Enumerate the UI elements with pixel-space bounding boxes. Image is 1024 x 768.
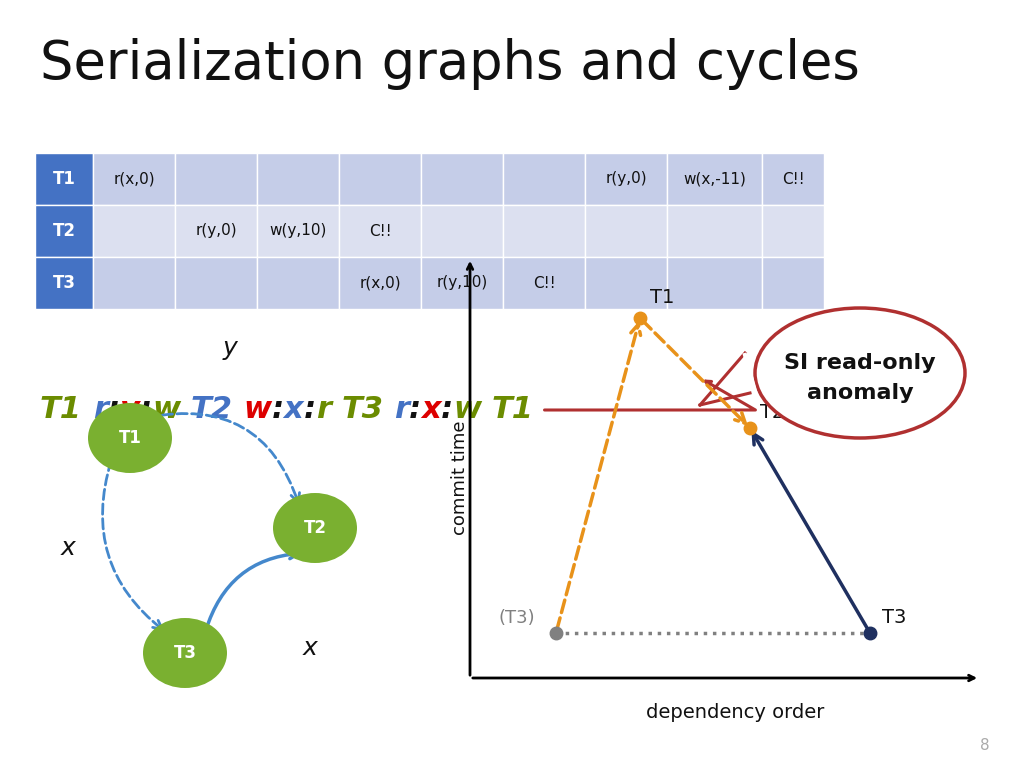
Bar bbox=[35, 205, 93, 257]
Text: w(y,10): w(y,10) bbox=[269, 223, 327, 239]
Text: T3: T3 bbox=[882, 608, 906, 627]
Text: T3: T3 bbox=[173, 644, 197, 662]
Bar bbox=[503, 153, 585, 205]
Bar bbox=[585, 257, 667, 309]
Text: T1: T1 bbox=[119, 429, 141, 447]
Text: :: : bbox=[440, 396, 453, 425]
Text: :: : bbox=[409, 396, 421, 425]
Bar bbox=[175, 153, 257, 205]
Bar bbox=[762, 205, 824, 257]
Bar bbox=[421, 153, 503, 205]
Text: :: : bbox=[303, 396, 315, 425]
FancyArrowPatch shape bbox=[754, 434, 868, 631]
Text: w: w bbox=[152, 396, 180, 425]
Text: w(x,-11): w(x,-11) bbox=[683, 171, 745, 187]
Text: y: y bbox=[120, 396, 139, 425]
Ellipse shape bbox=[273, 493, 357, 563]
Bar bbox=[175, 205, 257, 257]
Bar bbox=[257, 257, 339, 309]
Bar bbox=[421, 205, 503, 257]
Text: y: y bbox=[222, 336, 238, 360]
Text: T1: T1 bbox=[40, 396, 82, 425]
Ellipse shape bbox=[88, 403, 172, 473]
Text: T1: T1 bbox=[650, 288, 675, 307]
Text: r(y,0): r(y,0) bbox=[196, 223, 237, 239]
Text: x: x bbox=[303, 636, 317, 660]
Text: r: r bbox=[92, 396, 108, 425]
FancyArrowPatch shape bbox=[102, 461, 163, 629]
Text: dependency order: dependency order bbox=[646, 703, 824, 723]
Text: T2: T2 bbox=[760, 403, 784, 422]
Bar bbox=[35, 257, 93, 309]
Text: x: x bbox=[60, 536, 76, 560]
Bar bbox=[93, 153, 175, 205]
Text: C!!: C!! bbox=[369, 223, 391, 239]
Bar bbox=[667, 205, 762, 257]
Text: T3: T3 bbox=[341, 396, 383, 425]
Bar bbox=[339, 205, 421, 257]
Text: T3: T3 bbox=[52, 274, 76, 292]
Bar bbox=[762, 153, 824, 205]
Bar bbox=[257, 153, 339, 205]
Bar bbox=[421, 257, 503, 309]
FancyArrowPatch shape bbox=[147, 413, 300, 502]
Text: anomaly: anomaly bbox=[807, 383, 913, 403]
FancyArrowPatch shape bbox=[642, 320, 745, 423]
Ellipse shape bbox=[143, 618, 227, 688]
Text: 8: 8 bbox=[980, 738, 990, 753]
Ellipse shape bbox=[755, 308, 965, 438]
Text: T2: T2 bbox=[52, 222, 76, 240]
Bar bbox=[175, 257, 257, 309]
Text: x: x bbox=[421, 396, 440, 425]
Bar bbox=[93, 205, 175, 257]
Bar bbox=[35, 153, 93, 205]
Text: r: r bbox=[394, 396, 409, 425]
Bar bbox=[585, 153, 667, 205]
Text: T1: T1 bbox=[492, 396, 534, 425]
FancyArrowPatch shape bbox=[206, 550, 298, 631]
Text: r(x,0): r(x,0) bbox=[114, 171, 155, 187]
Text: T2: T2 bbox=[303, 519, 327, 537]
Bar bbox=[503, 257, 585, 309]
Text: r(y,10): r(y,10) bbox=[436, 276, 487, 290]
Text: (T3): (T3) bbox=[498, 609, 535, 627]
Text: T1: T1 bbox=[52, 170, 76, 188]
Text: :: : bbox=[139, 396, 152, 425]
FancyArrowPatch shape bbox=[557, 324, 641, 631]
Text: SI read-only: SI read-only bbox=[784, 353, 936, 373]
Text: r(x,0): r(x,0) bbox=[359, 276, 400, 290]
Bar bbox=[585, 205, 667, 257]
Bar bbox=[339, 153, 421, 205]
Bar bbox=[93, 257, 175, 309]
Bar bbox=[339, 257, 421, 309]
Text: C!!: C!! bbox=[532, 276, 555, 290]
Text: r: r bbox=[315, 396, 331, 425]
Text: r(y,0): r(y,0) bbox=[605, 171, 647, 187]
Bar bbox=[667, 257, 762, 309]
Bar bbox=[503, 205, 585, 257]
Text: w: w bbox=[453, 396, 481, 425]
Bar bbox=[257, 205, 339, 257]
Text: :: : bbox=[108, 396, 120, 425]
Text: commit time: commit time bbox=[451, 421, 469, 535]
Text: :: : bbox=[271, 396, 284, 425]
Text: C!!: C!! bbox=[781, 171, 804, 187]
Text: Serialization graphs and cycles: Serialization graphs and cycles bbox=[40, 38, 860, 90]
Text: x: x bbox=[284, 396, 303, 425]
Bar bbox=[667, 153, 762, 205]
Text: T2: T2 bbox=[190, 396, 232, 425]
Text: w: w bbox=[244, 396, 271, 425]
Bar bbox=[762, 257, 824, 309]
